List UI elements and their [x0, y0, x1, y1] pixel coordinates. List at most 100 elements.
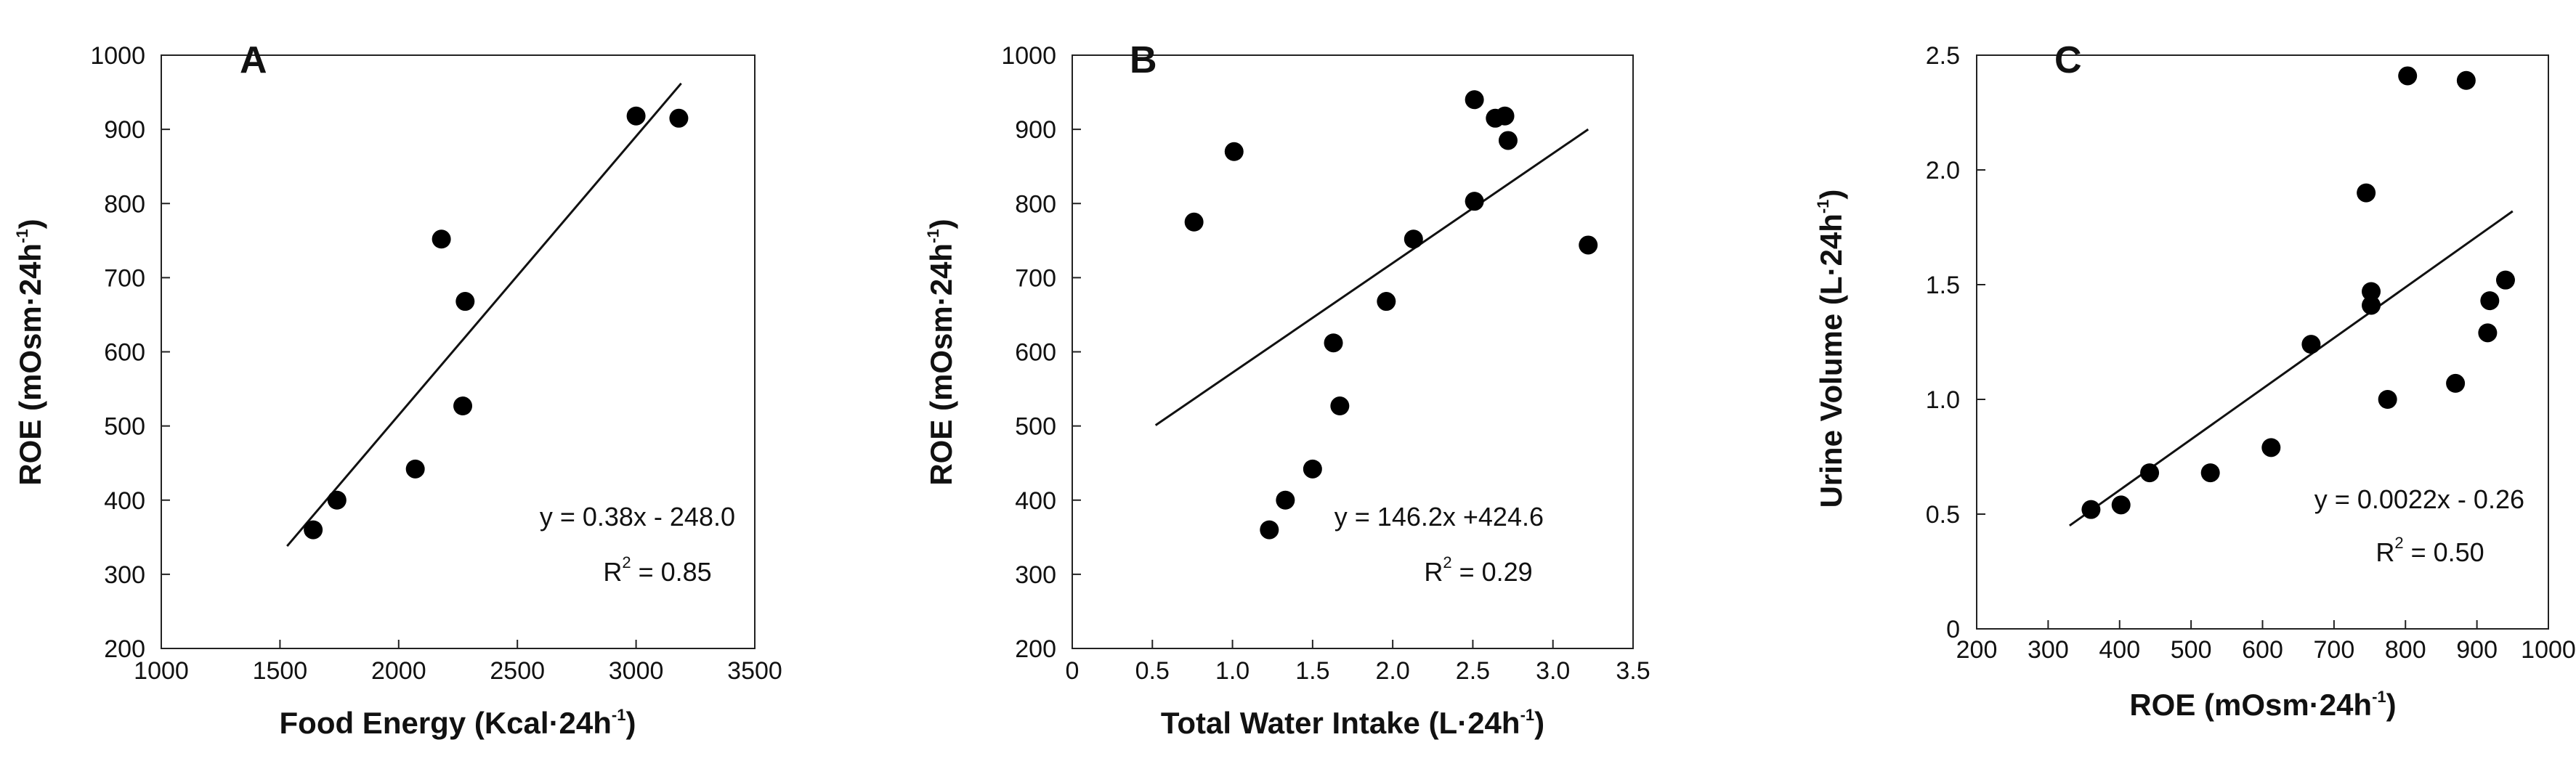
- y-tick-label: 500: [1015, 413, 1056, 441]
- regression-line: [2069, 210, 2514, 527]
- data-point: [626, 106, 646, 126]
- x-tick-label: 2500: [490, 657, 545, 685]
- y-tick-label: 400: [104, 487, 145, 515]
- x-tick-label: 2.5: [1456, 657, 1490, 685]
- x-axis-title: ROE (mOsm·24h-1): [2129, 688, 2396, 722]
- y-tick-label: 500: [104, 413, 145, 441]
- regression-line: [286, 82, 682, 548]
- x-tick-label: 1.0: [1215, 657, 1249, 685]
- panel-label: B: [1130, 39, 1157, 81]
- data-point: [2301, 335, 2321, 354]
- y-tick-label: 1000: [90, 42, 145, 70]
- data-point: [2261, 438, 2281, 457]
- data-point: [1579, 235, 1598, 255]
- y-tick-label: 1.0: [1926, 386, 1960, 414]
- x-tick-label: 500: [2171, 636, 2212, 664]
- y-tick-label: 200: [1015, 635, 1056, 663]
- y-tick-label: 0.5: [1926, 501, 1960, 529]
- x-tick-label: 800: [2385, 636, 2426, 664]
- x-tick-label: 3.5: [1616, 657, 1650, 685]
- data-point: [2081, 500, 2101, 519]
- regression-equation: y = 146.2x +424.6: [1334, 502, 1544, 532]
- x-tick-label: 3500: [727, 657, 782, 685]
- data-point: [2362, 296, 2381, 315]
- y-tick-label: 2.5: [1926, 42, 1960, 70]
- data-point: [2200, 463, 2220, 483]
- data-point: [1495, 106, 1515, 126]
- y-tick-label: 800: [1015, 190, 1056, 218]
- data-point: [453, 396, 473, 416]
- x-tick-label: 1000: [2521, 636, 2576, 664]
- y-tick-label: 1.5: [1926, 272, 1960, 299]
- data-point: [2456, 70, 2476, 90]
- y-tick-label: 600: [1015, 339, 1056, 367]
- data-point: [2495, 270, 2515, 290]
- data-point: [405, 459, 425, 479]
- x-tick-label: 300: [2028, 636, 2069, 664]
- y-tick-label: 400: [1015, 487, 1056, 515]
- panel-label: C: [2054, 39, 2082, 81]
- y-tick-label: 200: [104, 635, 145, 663]
- x-tick-label: 600: [2242, 636, 2283, 664]
- y-tick-label: 600: [104, 339, 145, 367]
- x-axis-title: Total Water Intake (L·24h-1): [1161, 706, 1544, 740]
- data-point: [2480, 291, 2500, 311]
- data-point: [2398, 66, 2418, 86]
- data-point: [2362, 282, 2381, 301]
- panel-label: A: [240, 39, 267, 81]
- data-point: [432, 229, 451, 249]
- x-tick-label: 2000: [371, 657, 426, 685]
- data-point: [1465, 90, 1484, 110]
- y-tick-label: 1000: [1001, 42, 1056, 70]
- x-tick-label: 1.5: [1295, 657, 1329, 685]
- data-point: [1324, 333, 1343, 353]
- x-tick-label: 900: [2456, 636, 2498, 664]
- x-tick-label: 200: [1956, 636, 1998, 664]
- data-point: [1498, 131, 1518, 150]
- y-tick-label: 300: [1015, 561, 1056, 589]
- y-tick-label: 300: [104, 561, 145, 589]
- x-tick-label: 1500: [253, 657, 308, 685]
- y-tick-label: 700: [1015, 264, 1056, 292]
- data-point: [2140, 463, 2160, 483]
- y-tick-label: 0: [1946, 616, 1960, 643]
- y-axis-title: Urine Volume (L·24h-1): [1814, 190, 1848, 508]
- data-point: [2478, 323, 2498, 343]
- x-axis-title: Food Energy (Kcal·24h-1): [280, 706, 636, 740]
- data-point: [327, 490, 347, 510]
- data-point: [1224, 142, 1244, 161]
- data-point: [2446, 373, 2466, 393]
- data-point: [669, 108, 689, 128]
- plot-frame: [1072, 54, 1634, 649]
- r-squared-label: R2 = 0.85: [603, 553, 711, 587]
- data-point: [2357, 183, 2376, 203]
- y-axis-title: ROE (mOsm·24h-1): [924, 219, 958, 485]
- data-point: [1377, 292, 1396, 312]
- panel-a: 1000 1500 2000 2500 3000 3500 200 300 400 500 600 7…: [13, 39, 782, 740]
- y-tick-label: 900: [104, 116, 145, 144]
- regression-line: [1154, 128, 1589, 426]
- panel-c: 200 300 400 500 600 700 800 900 1000 0 0.5 1.0 1.5 2.…: [1814, 39, 2576, 722]
- x-tick-label: 700: [2314, 636, 2355, 664]
- regression-equation: y = 0.38x - 248.0: [540, 502, 735, 532]
- data-point: [304, 520, 323, 540]
- y-axis-title: ROE (mOsm·24h-1): [13, 219, 47, 485]
- data-point: [1260, 520, 1279, 540]
- data-point: [1330, 396, 1350, 416]
- regression-equation: y = 0.0022x - 0.26: [2314, 484, 2524, 514]
- y-tick-label: 700: [104, 264, 145, 292]
- data-point: [1184, 212, 1204, 232]
- x-tick-label: 0.5: [1135, 657, 1170, 685]
- data-point: [2111, 495, 2131, 515]
- y-tick-label: 800: [104, 190, 145, 218]
- y-tick-label: 900: [1015, 116, 1056, 144]
- data-point: [2378, 390, 2397, 409]
- x-tick-label: 1000: [134, 657, 189, 685]
- data-point: [1303, 459, 1322, 479]
- x-tick-label: 0: [1066, 657, 1080, 685]
- data-point: [1465, 192, 1484, 211]
- panel-b: 0 0.5 1.0 1.5 2.0 2.5 3.0 3.5 200 300 400 500 600 700…: [924, 39, 1650, 740]
- r-squared-label: R2 = 0.29: [1424, 553, 1532, 587]
- data-point: [1404, 229, 1423, 249]
